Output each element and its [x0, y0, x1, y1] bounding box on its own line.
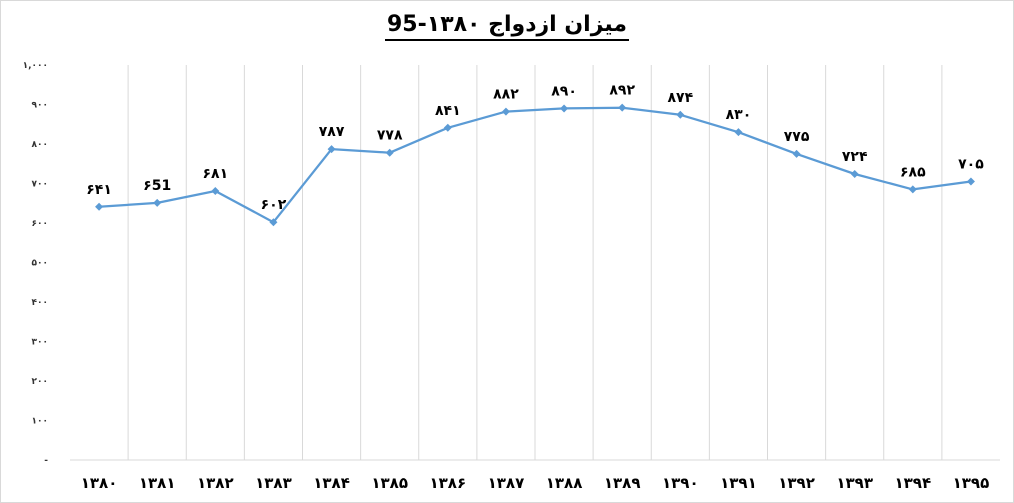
data-label: ۶۸۱	[202, 166, 228, 182]
data-label: ۶۸۵	[900, 164, 926, 180]
x-tick-label: ۱۳۹۱	[720, 474, 757, 492]
data-point-marker	[153, 198, 162, 207]
data-point-marker	[676, 110, 685, 119]
data-point-marker	[269, 218, 278, 227]
x-tick-label: ۱۳۸۹	[604, 474, 641, 492]
chart-title-wrap: میزان ازدواج ۱۳۸۰-95	[0, 12, 1014, 41]
data-label: ۷۰۵	[958, 157, 984, 173]
x-tick-label: ۱۳۸۱	[139, 474, 176, 492]
y-tick-label: -	[44, 456, 48, 466]
y-tick-label: ۱,۰۰۰	[23, 61, 48, 71]
data-point-marker	[211, 187, 220, 196]
data-label: ۶51	[143, 178, 171, 194]
x-tick-label: ۱۳۸۰	[81, 474, 118, 492]
x-tick-label: ۱۳۹۴	[895, 474, 932, 492]
x-tick-label: ۱۳۸۵	[371, 474, 408, 492]
x-tick-label: ۱۳۸۲	[197, 474, 234, 492]
data-label: ۷۲۴	[842, 149, 868, 165]
data-point-marker	[966, 177, 975, 186]
x-tick-label: ۱۳۹۲	[778, 474, 815, 492]
data-point-marker	[327, 145, 336, 154]
data-point-marker	[908, 185, 917, 194]
y-tick-label: ۱۰۰	[32, 417, 48, 427]
data-point-marker	[792, 149, 801, 158]
x-tick-label: ۱۳۸۳	[255, 474, 292, 492]
y-tick-label: ۴۰۰	[32, 298, 48, 308]
data-point-marker	[850, 170, 859, 179]
series-line	[95, 103, 975, 227]
data-point-marker	[734, 128, 743, 137]
y-tick-label: ۳۰۰	[32, 338, 48, 348]
data-label: ۸۹۰	[551, 83, 577, 99]
data-label: ۷۷۸	[377, 128, 403, 144]
x-tick-label: ۱۳۹۰	[662, 474, 699, 492]
data-label: ۸۸۲	[493, 87, 519, 103]
y-tick-label: ۲۰۰	[32, 377, 48, 387]
data-label: ۷۷۵	[784, 129, 810, 145]
series-polyline	[99, 106, 972, 224]
gridlines	[70, 65, 1000, 461]
x-tick-label: ۱۳۹۵	[953, 474, 990, 492]
y-tick-label: ۷۰۰	[32, 180, 48, 190]
data-point-marker	[385, 148, 394, 157]
data-label: ۶۴۱	[86, 182, 112, 198]
x-tick-label: ۱۳۸۶	[430, 474, 467, 492]
data-point-marker	[618, 103, 627, 112]
data-label: ۸۹۲	[609, 83, 635, 99]
data-label: ۷۸۷	[319, 124, 345, 140]
y-axis: - ۱۰۰ ۲۰۰ ۳۰۰ ۴۰۰ ۵۰۰ ۶۰۰ ۷۰۰ ۸۰۰ ۹۰۰ ۱,۰۰۰	[23, 61, 49, 466]
x-tick-label: ۱۳۸۷	[488, 474, 525, 492]
data-labels: ۶۴۱ ۶51 ۶۸۱ ۶۰۲ ۷۸۷ ۷۷۸ ۸۴۱ ۸۸۲ ۸۹۰ ۸۹۲ ۸۷۴ ۸۳۰ ۷۷۵ ۷…	[86, 83, 984, 214]
data-point-marker	[560, 104, 569, 113]
x-tick-label: ۱۳۸۴	[313, 474, 350, 492]
chart-title: میزان ازدواج ۱۳۸۰-95	[385, 12, 629, 41]
data-label: ۸۴۱	[435, 103, 461, 119]
y-tick-label: ۸۰۰	[32, 140, 48, 150]
y-tick-label: ۶۰۰	[32, 219, 48, 229]
data-point-marker	[501, 107, 510, 116]
y-tick-label: ۵۰۰	[32, 259, 48, 269]
data-point-marker	[95, 202, 104, 211]
data-point-marker	[443, 123, 452, 132]
data-label: ۸۷۴	[667, 90, 693, 106]
x-axis: ۱۳۸۰ ۱۳۸۱ ۱۳۸۲ ۱۳۸۳ ۱۳۸۴ ۱۳۸۵ ۱۳۸۶ ۱۳۸۷ ۱۳۸۸ ۱۳۸۹…	[81, 474, 990, 492]
data-label: ۸۳۰	[726, 107, 752, 123]
data-label: ۶۰۲	[261, 197, 287, 213]
y-tick-label: ۹۰۰	[32, 101, 48, 111]
x-tick-label: ۱۳۸۸	[546, 474, 583, 492]
x-tick-label: ۱۳۹۳	[836, 474, 873, 492]
